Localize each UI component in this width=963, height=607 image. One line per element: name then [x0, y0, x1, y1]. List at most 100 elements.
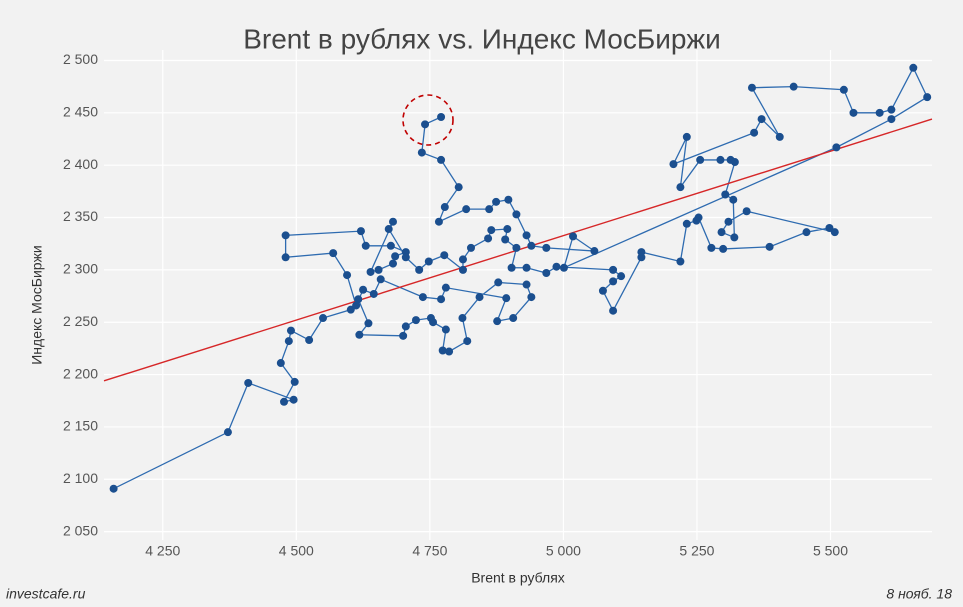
point — [676, 183, 685, 192]
point — [609, 265, 618, 274]
point — [802, 228, 811, 237]
point — [438, 346, 447, 355]
point — [669, 160, 678, 169]
point — [343, 271, 352, 280]
x-tick-label: 4 500 — [279, 543, 314, 559]
point — [676, 257, 685, 266]
point — [411, 316, 420, 325]
x-tick-label: 4 750 — [412, 543, 447, 559]
y-tick-label: 2 150 — [63, 418, 98, 434]
marks — [103, 63, 933, 493]
y-tick-label: 2 300 — [63, 261, 98, 277]
point — [522, 231, 531, 240]
point — [391, 252, 400, 261]
point — [305, 336, 314, 345]
point — [281, 253, 290, 262]
point — [276, 359, 285, 368]
point — [359, 285, 368, 294]
point — [682, 132, 691, 141]
point — [542, 243, 551, 252]
point — [366, 267, 375, 276]
point — [617, 272, 626, 281]
point — [493, 317, 502, 326]
point — [716, 155, 725, 164]
point — [401, 322, 410, 331]
point — [388, 259, 397, 268]
y-axis-label: Индекс МосБиржи — [29, 245, 45, 365]
point — [437, 113, 446, 122]
y-tick-label: 2 500 — [63, 51, 98, 67]
point — [682, 219, 691, 228]
date: 8 нояб. 18 — [886, 586, 952, 602]
point — [458, 314, 467, 323]
y-tick-label: 2 400 — [63, 156, 98, 172]
point — [401, 253, 410, 262]
point — [284, 337, 293, 346]
point — [361, 241, 370, 250]
point — [598, 286, 607, 295]
point — [421, 120, 430, 129]
point — [923, 93, 932, 102]
point — [527, 293, 536, 302]
x-axis-label: Brent в рублях — [471, 570, 565, 586]
point — [440, 251, 449, 260]
point — [484, 234, 493, 243]
y-tick-label: 2 250 — [63, 313, 98, 329]
point — [559, 263, 568, 272]
x-tick-label: 5 250 — [679, 543, 714, 559]
point — [374, 265, 383, 274]
highlight-circle — [402, 94, 454, 146]
point — [609, 306, 618, 315]
point — [356, 227, 365, 236]
point — [726, 155, 735, 164]
point — [290, 377, 299, 386]
point — [527, 241, 536, 250]
point — [765, 242, 774, 251]
point — [329, 249, 338, 258]
point — [364, 319, 373, 328]
chart-title: Brent в рублях vs. Индекс МосБиржи — [243, 23, 721, 54]
x-tick-label: 5 000 — [546, 543, 581, 559]
point — [789, 82, 798, 91]
point — [569, 232, 578, 241]
point — [376, 275, 385, 284]
point — [830, 228, 839, 237]
point — [875, 108, 884, 117]
point — [418, 293, 427, 302]
y-tick-label: 2 450 — [63, 104, 98, 120]
point — [429, 318, 438, 327]
point — [757, 115, 766, 124]
source: investcafe.ru — [6, 586, 86, 602]
point — [730, 233, 739, 242]
point — [504, 195, 513, 204]
y-tick-label: 2 100 — [63, 470, 98, 486]
point — [719, 244, 728, 253]
point — [494, 278, 503, 287]
point — [507, 263, 516, 272]
point — [839, 85, 848, 94]
point — [707, 243, 716, 252]
point — [492, 197, 501, 206]
y-tick-label: 2 350 — [63, 208, 98, 224]
point — [512, 210, 521, 219]
point — [750, 128, 759, 137]
point — [388, 217, 397, 226]
point — [384, 225, 393, 234]
point — [354, 295, 363, 304]
point — [280, 397, 289, 406]
point — [729, 195, 738, 204]
point — [487, 226, 496, 235]
point — [475, 293, 484, 302]
point — [590, 247, 599, 256]
point — [441, 283, 450, 292]
point — [637, 248, 646, 257]
point — [109, 484, 118, 493]
grid: 2 050 2 100 2 150 2 200 2 250 2 300 2 350 2 400… — [63, 50, 932, 559]
point — [437, 295, 446, 304]
point — [694, 213, 703, 222]
point — [717, 228, 726, 237]
point — [462, 205, 471, 214]
